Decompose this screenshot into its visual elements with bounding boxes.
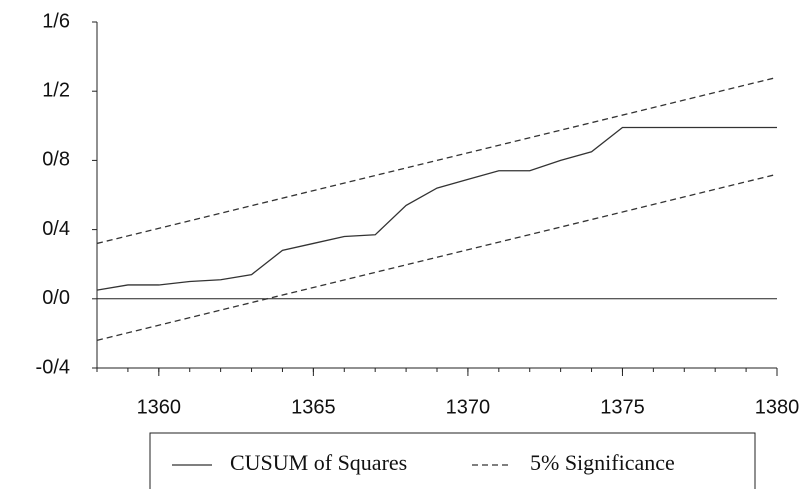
y-tick-label: 0/0: [42, 287, 70, 309]
x-tick-label: 1365: [291, 396, 336, 418]
legend-label: 5% Significance: [530, 450, 675, 475]
y-tick-label: -0/4: [36, 356, 70, 378]
chart: -0/4 0/0 0/4 0/8 1/2 1/6 1360 1365 1370 1375 1380 C…: [0, 0, 807, 489]
y-tick-label: 1/2: [42, 79, 70, 101]
x-tick-label: 1375: [600, 396, 645, 418]
upper-bound: [97, 77, 777, 243]
lower-bound: [97, 174, 777, 340]
x-tick-label: 1380: [755, 396, 800, 418]
y-tick-label: 0/8: [42, 149, 70, 171]
x-tick-label: 1370: [446, 396, 491, 418]
y-tick-label: 1/6: [42, 10, 70, 32]
page: -0/4 0/0 0/4 0/8 1/2 1/6 1360 1365 1370 1375 1380 C…: [0, 0, 807, 489]
y-tick-label: 0/4: [42, 218, 70, 240]
x-tick-label: 1360: [137, 396, 182, 418]
legend-label: CUSUM of Squares: [230, 450, 407, 475]
cusum-line: [97, 128, 777, 291]
